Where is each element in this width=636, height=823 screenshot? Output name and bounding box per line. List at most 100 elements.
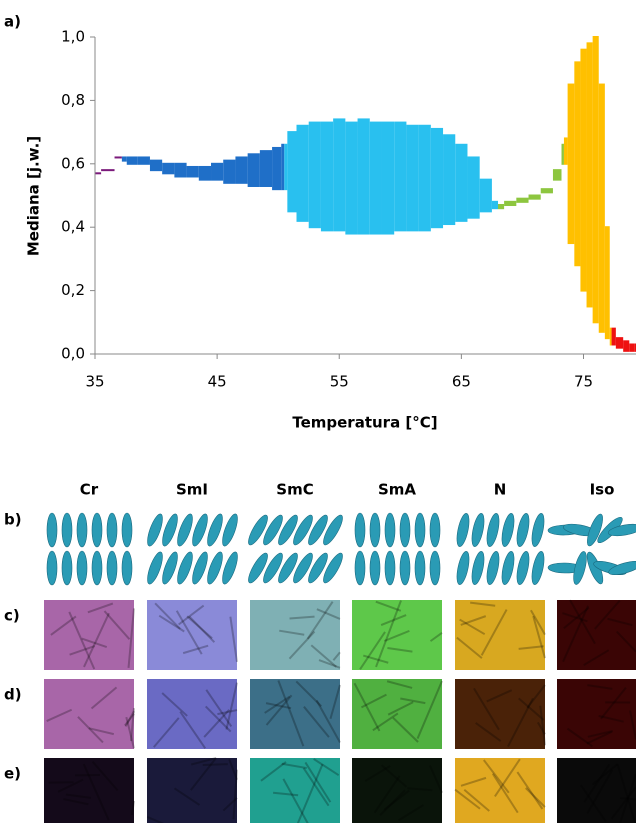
- texture-streak: [154, 602, 181, 630]
- texture-streak: [525, 787, 546, 808]
- texture-streak: [407, 787, 433, 792]
- texture-streak: [295, 680, 323, 707]
- x-tick-label: 55: [330, 373, 349, 391]
- texture-streak: [205, 689, 233, 727]
- texture-streak: [265, 694, 293, 726]
- band-segment: [137, 156, 150, 165]
- texture-streak: [600, 687, 627, 720]
- molecule: [471, 551, 485, 585]
- texture-streak: [146, 815, 164, 823]
- band-segment: [287, 131, 297, 213]
- molecule: [369, 550, 381, 586]
- molecule-sketch: [354, 512, 441, 586]
- band-segment: [540, 188, 553, 194]
- texture-streak: [46, 708, 73, 722]
- molecule: [46, 512, 58, 548]
- band-segment: [552, 169, 562, 181]
- molecule: [399, 512, 411, 548]
- band-segment: [95, 172, 102, 175]
- texture-streak: [386, 680, 413, 689]
- molecule: [369, 512, 381, 548]
- texture-streak: [289, 615, 315, 620]
- texture-streak: [288, 630, 316, 660]
- band-segment: [430, 127, 444, 229]
- band-segment: [357, 118, 370, 235]
- texture-streak: [91, 761, 119, 792]
- texture-streak: [379, 789, 406, 816]
- texture-streak: [583, 763, 611, 803]
- panel-label: a): [4, 13, 21, 31]
- band-segment: [504, 200, 517, 207]
- band-segment: [308, 121, 321, 229]
- molecule: [414, 550, 426, 586]
- texture-streak: [392, 717, 419, 743]
- texture-streak: [124, 710, 135, 727]
- molecule: [192, 551, 208, 585]
- texture-streak: [569, 599, 596, 645]
- molecule: [354, 512, 366, 548]
- texture-streak: [587, 684, 613, 690]
- molecule: [162, 513, 178, 547]
- molecule: [471, 513, 485, 547]
- band-segment: [320, 121, 334, 232]
- texture-streak: [586, 769, 614, 814]
- texture-streak: [518, 697, 545, 721]
- band-segment: [467, 156, 480, 219]
- texture-streak: [460, 776, 487, 787]
- band-segment: [235, 156, 248, 184]
- texture-streak: [460, 615, 487, 626]
- molecule-sketch: [456, 513, 545, 585]
- texture-streak: [480, 609, 508, 656]
- texture-streak: [229, 616, 238, 663]
- texture-streak: [77, 716, 104, 744]
- texture-streak: [518, 645, 544, 650]
- molecule-sketch: [248, 514, 343, 584]
- molecule: [587, 513, 603, 547]
- molecule: [456, 513, 470, 547]
- molecule: [263, 552, 283, 584]
- texture-streak: [178, 604, 205, 626]
- phase-label: SmC: [276, 481, 313, 499]
- texture-streak: [516, 771, 544, 810]
- band-segment: [406, 124, 419, 232]
- band-segment: [281, 143, 285, 191]
- band-segment: [174, 162, 187, 178]
- molecule: [61, 512, 73, 548]
- texture-streak: [296, 763, 324, 823]
- texture-image: [250, 600, 340, 670]
- texture-image: [250, 679, 340, 749]
- molecule: [486, 551, 500, 585]
- band-segment: [259, 150, 273, 187]
- x-axis-title: Temperatura [°C]: [292, 414, 437, 432]
- texture-image: [147, 758, 237, 823]
- texture-streak: [375, 600, 402, 612]
- texture-streak: [587, 730, 614, 738]
- band-segment: [114, 156, 122, 159]
- texture-streak: [359, 631, 386, 670]
- band-segment: [345, 121, 358, 235]
- molecule: [76, 512, 88, 548]
- texture-streak: [204, 705, 232, 733]
- molecule: [608, 560, 636, 576]
- texture-streak: [566, 727, 593, 748]
- molecule: [414, 512, 426, 548]
- texture-streak: [562, 612, 588, 623]
- x-tick-label: 65: [452, 373, 471, 391]
- texture-image: [352, 758, 442, 823]
- molecule: [501, 551, 515, 585]
- y-tick-label: 0,4: [61, 218, 85, 236]
- texture-streak: [173, 787, 201, 806]
- texture-image: [557, 600, 636, 670]
- texture-streak: [260, 761, 287, 782]
- band-segment: [418, 124, 431, 232]
- texture-streak: [332, 651, 341, 661]
- texture-streak: [607, 617, 633, 627]
- texture-streak: [591, 763, 618, 786]
- band-segment: [598, 83, 605, 333]
- band-segment: [247, 153, 260, 187]
- texture-streak: [225, 682, 238, 730]
- molecule: [323, 552, 343, 584]
- band-segment: [149, 159, 163, 172]
- molecule: [147, 513, 163, 547]
